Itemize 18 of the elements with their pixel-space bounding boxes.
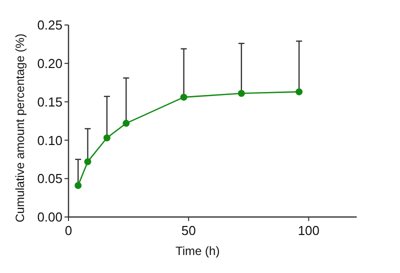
y-tick-label: 0.15 bbox=[37, 94, 62, 110]
x-tick-label: 50 bbox=[181, 223, 196, 238]
y-axis-title: Cumulative amount percentage (%) bbox=[13, 34, 27, 222]
y-tick-label: 0.05 bbox=[37, 171, 62, 186]
y-tick-label: 0.20 bbox=[37, 56, 62, 71]
point bbox=[103, 134, 110, 142]
point bbox=[74, 182, 82, 190]
y-tick-label: 0.00 bbox=[37, 210, 62, 225]
x-tick-label: 100 bbox=[298, 223, 320, 238]
point bbox=[296, 88, 303, 96]
point bbox=[122, 120, 130, 127]
point bbox=[84, 158, 92, 166]
x-axis-title: Time (h) bbox=[175, 244, 220, 258]
x-tick-label: 0 bbox=[64, 223, 72, 238]
y-tick-label: 0.10 bbox=[37, 132, 62, 148]
point bbox=[180, 94, 188, 101]
y-tick-label: 0.25 bbox=[37, 18, 62, 33]
point bbox=[238, 90, 245, 97]
